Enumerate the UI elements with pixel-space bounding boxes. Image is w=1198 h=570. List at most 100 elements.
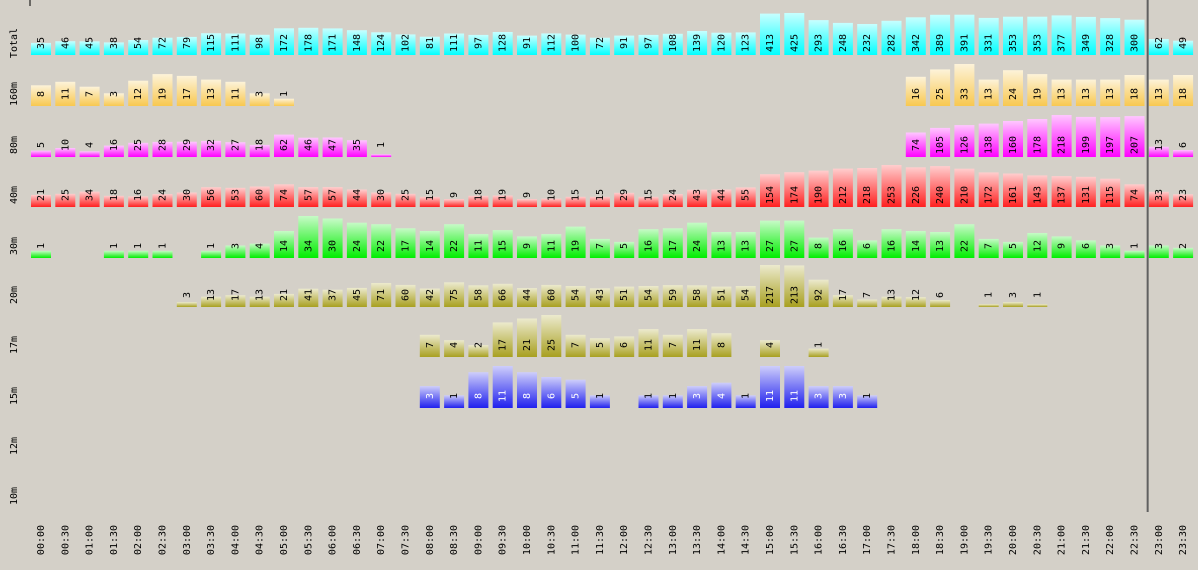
bar xyxy=(371,224,392,258)
bar xyxy=(832,168,853,207)
bar xyxy=(565,334,586,357)
value-label: 3 xyxy=(1154,243,1165,249)
bar xyxy=(978,17,999,55)
bar xyxy=(760,366,780,408)
bar xyxy=(1051,15,1072,55)
bar xyxy=(978,238,999,258)
time-tick-label: 10:30 xyxy=(546,525,557,555)
bar xyxy=(541,284,562,307)
value-label: 217 xyxy=(765,286,776,304)
value-label: 6 xyxy=(546,393,557,399)
bar xyxy=(298,288,319,307)
value-label: 12 xyxy=(1032,240,1043,252)
row-label: 10m xyxy=(9,487,20,505)
bar xyxy=(298,27,319,55)
bar xyxy=(687,189,708,207)
value-label: 331 xyxy=(984,34,995,52)
value-label: 97 xyxy=(644,37,655,49)
bar xyxy=(832,386,853,408)
value-label: 74 xyxy=(1130,189,1141,201)
value-label: 29 xyxy=(182,139,193,151)
bar xyxy=(249,34,270,55)
bar xyxy=(128,80,149,106)
time-tick-label: 19:30 xyxy=(984,525,995,555)
bar xyxy=(152,194,173,207)
bar xyxy=(1148,39,1169,55)
bar xyxy=(1075,116,1096,157)
bar xyxy=(589,338,610,357)
bar xyxy=(346,287,367,307)
time-tick-label: 14:00 xyxy=(716,525,727,555)
value-label: 3 xyxy=(255,91,266,97)
value-label: 4 xyxy=(85,142,96,148)
value-label: 44 xyxy=(522,289,533,301)
value-label: 4 xyxy=(449,342,460,348)
value-label: 46 xyxy=(303,139,314,151)
value-label: 18 xyxy=(255,139,266,151)
bar xyxy=(322,289,343,307)
value-label: 22 xyxy=(449,240,460,252)
bar xyxy=(176,36,197,55)
value-label: 37 xyxy=(328,289,339,301)
value-label: 62 xyxy=(279,139,290,151)
bar xyxy=(1027,304,1048,307)
bar xyxy=(541,315,562,357)
value-label: 248 xyxy=(838,34,849,52)
bar xyxy=(735,187,756,207)
bar xyxy=(79,41,100,55)
value-label: 11 xyxy=(230,88,241,100)
bar xyxy=(1148,146,1169,157)
value-label: 112 xyxy=(546,34,557,52)
bar xyxy=(201,187,222,207)
bar xyxy=(225,81,246,106)
value-label: 6 xyxy=(619,342,630,348)
value-label: 391 xyxy=(959,34,970,52)
bar xyxy=(1075,79,1096,106)
value-label: 105 xyxy=(935,136,946,154)
bar xyxy=(103,250,124,258)
bar xyxy=(1003,302,1023,307)
bar xyxy=(103,93,124,106)
value-label: 128 xyxy=(498,34,509,52)
value-label: 8 xyxy=(716,342,727,348)
bar xyxy=(346,140,367,157)
value-label: 14 xyxy=(425,240,436,252)
value-label: 11 xyxy=(60,88,71,100)
value-label: 19 xyxy=(158,88,169,100)
value-label: 30 xyxy=(182,189,193,201)
bar xyxy=(225,295,246,307)
bar xyxy=(808,348,829,357)
value-label: 25 xyxy=(546,339,557,351)
bar xyxy=(808,170,829,207)
bar xyxy=(857,24,878,55)
value-label: 138 xyxy=(984,136,995,154)
bar xyxy=(541,377,562,408)
value-label: 24 xyxy=(352,240,363,252)
bar xyxy=(322,137,343,157)
value-label: 51 xyxy=(619,289,630,301)
bar xyxy=(468,345,489,357)
bar xyxy=(978,304,999,307)
bar xyxy=(419,288,440,307)
bar xyxy=(711,32,732,55)
value-label: 13 xyxy=(206,88,217,100)
value-label: 54 xyxy=(571,289,582,301)
time-tick-label: 18:30 xyxy=(935,525,946,555)
time-tick-label: 01:00 xyxy=(85,525,96,555)
value-label: 218 xyxy=(862,186,873,204)
bar xyxy=(176,302,197,307)
value-label: 8 xyxy=(36,91,47,97)
bar xyxy=(1124,19,1145,55)
bar xyxy=(905,76,926,106)
value-label: 44 xyxy=(716,189,727,201)
value-label: 16 xyxy=(911,88,922,100)
bar xyxy=(541,33,562,55)
value-label: 389 xyxy=(935,34,946,52)
bar xyxy=(589,37,610,55)
value-label: 22 xyxy=(376,240,387,252)
bar xyxy=(128,250,149,258)
value-label: 293 xyxy=(814,34,825,52)
bar xyxy=(662,334,683,357)
value-label: 226 xyxy=(911,186,922,204)
value-label: 115 xyxy=(206,34,217,52)
